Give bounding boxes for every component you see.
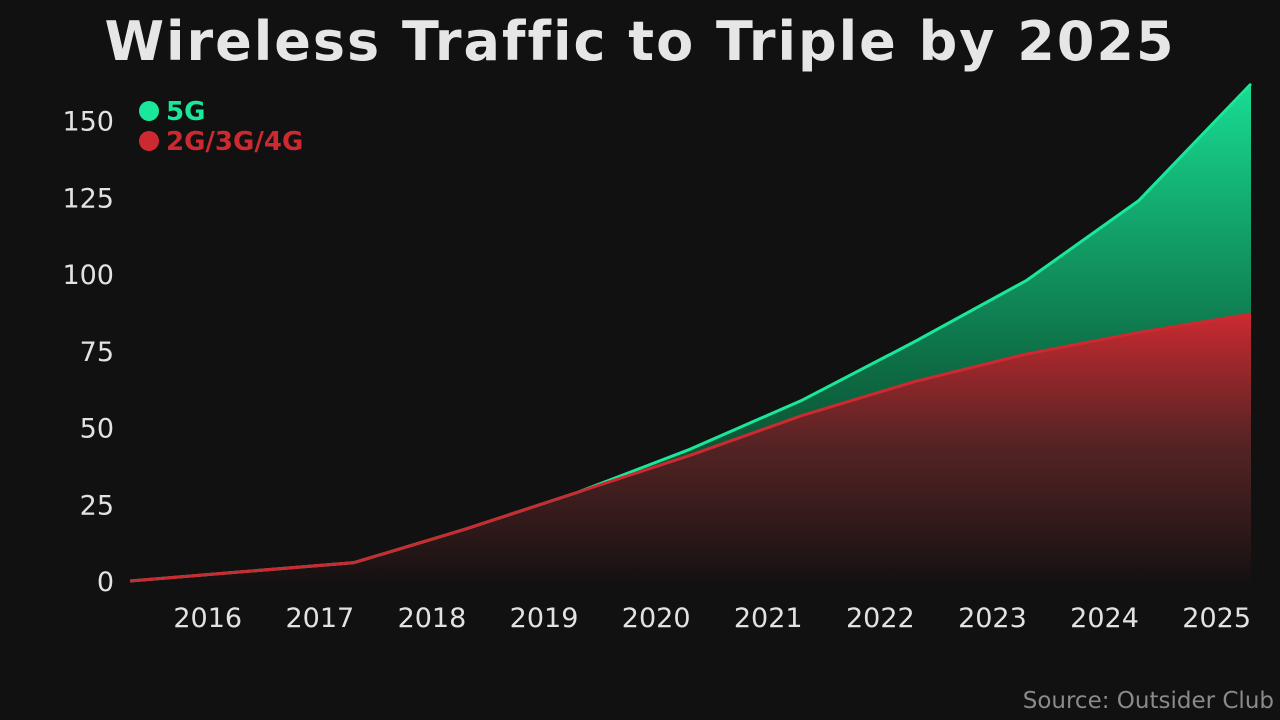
x-tick-label: 2019 (510, 603, 579, 634)
line-2g-3g-4g (129, 312, 1252, 583)
area-5g (130, 83, 1251, 582)
area-2g-3g-4g (130, 314, 1251, 581)
x-tick-label: 2022 (846, 603, 915, 634)
x-tick-label: 2020 (622, 603, 691, 634)
x-tick-label: 2017 (285, 603, 354, 634)
y-tick-label: 75 (80, 337, 114, 368)
legend-label: 5G (166, 97, 205, 127)
legend-label: 2G/3G/4G (166, 127, 303, 157)
y-tick-label: 50 (80, 414, 114, 445)
legend-marker (139, 131, 159, 151)
x-tick-label: 2024 (1070, 603, 1139, 634)
y-tick-label: 100 (62, 260, 114, 291)
legend-marker (139, 101, 159, 121)
x-tick-label: 2021 (734, 603, 803, 634)
chart-title: Wireless Traffic to Triple by 2025 (104, 10, 1176, 73)
x-tick-label: 2025 (1182, 603, 1251, 634)
y-tick-label: 25 (80, 490, 114, 521)
x-tick-label: 2016 (173, 603, 242, 634)
source-note: Source: Outsider Club (1022, 688, 1274, 714)
y-tick-label: 0 (97, 567, 114, 598)
x-tick-label: 2023 (958, 603, 1027, 634)
y-tick-label: 150 (62, 107, 114, 138)
x-tick-label: 2018 (398, 603, 467, 634)
y-tick-label: 125 (62, 183, 114, 214)
